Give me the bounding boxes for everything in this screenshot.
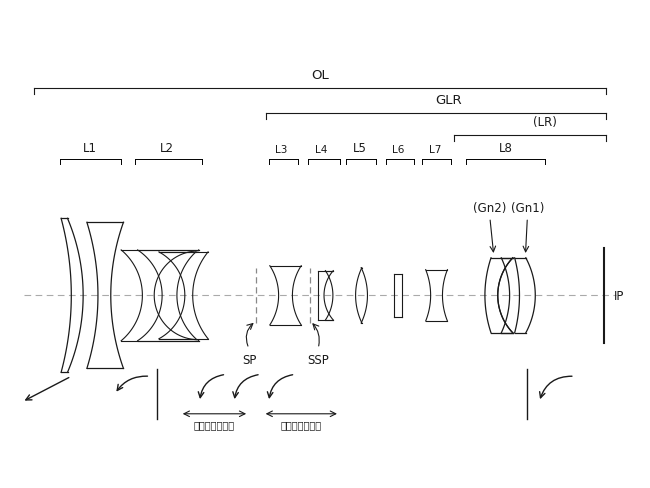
Text: L2: L2 <box>160 142 174 155</box>
Text: (LR): (LR) <box>533 116 557 129</box>
Text: IP: IP <box>614 289 625 302</box>
Text: L5: L5 <box>352 142 367 155</box>
Text: （フォーカス）: （フォーカス） <box>194 419 235 429</box>
Text: （フォーカス）: （フォーカス） <box>281 419 322 429</box>
Text: L3: L3 <box>276 145 288 155</box>
Text: L8: L8 <box>499 142 513 155</box>
Text: L6: L6 <box>392 145 404 155</box>
Text: OL: OL <box>311 69 329 82</box>
Text: (Gn1): (Gn1) <box>511 202 544 215</box>
Text: GLR: GLR <box>435 94 462 106</box>
Text: (Gn2): (Gn2) <box>473 202 506 215</box>
Text: L1: L1 <box>83 142 97 155</box>
Text: SP: SP <box>242 353 256 366</box>
Text: L7: L7 <box>430 145 442 155</box>
Text: SSP: SSP <box>307 353 329 366</box>
Text: L4: L4 <box>315 145 327 155</box>
